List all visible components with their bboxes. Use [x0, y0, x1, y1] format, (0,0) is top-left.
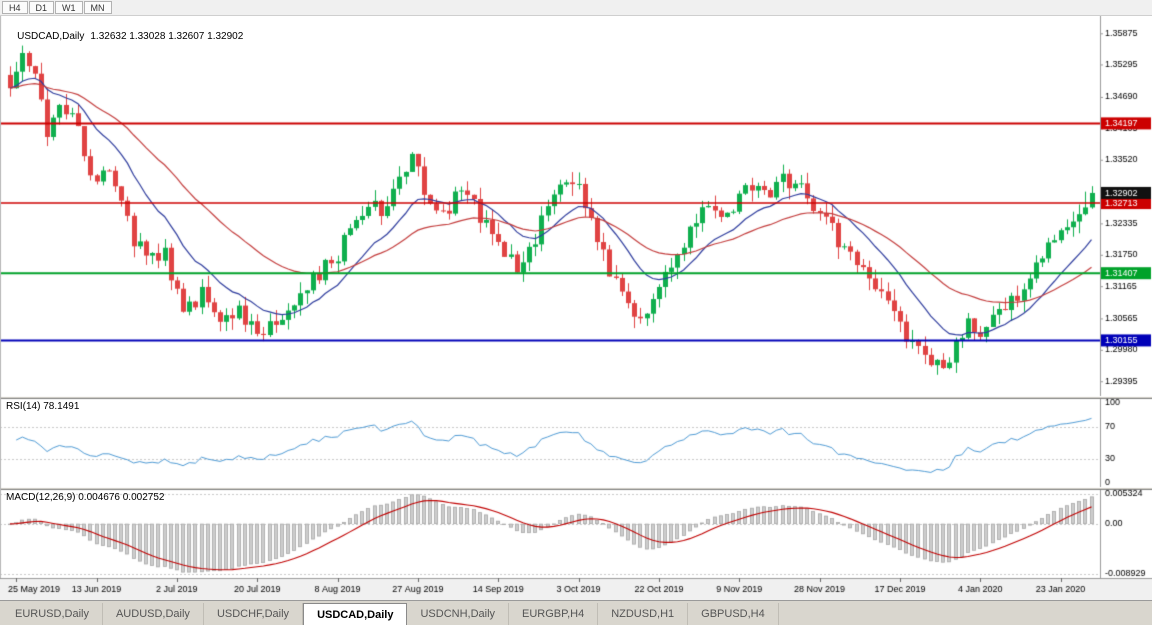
timeframe-button-d1[interactable]: D1 [28, 1, 55, 14]
tab-eurusd-daily[interactable]: EURUSD,Daily [2, 603, 103, 625]
timeframe-button-mn[interactable]: MN [83, 1, 112, 14]
timeframe-toolbar: H4 D1 W1 MN [0, 0, 1152, 16]
tab-usdchf-daily[interactable]: USDCHF,Daily [203, 603, 304, 625]
timeframe-button-h4[interactable]: H4 [2, 1, 28, 14]
tab-gbpusd-h4[interactable]: GBPUSD,H4 [688, 603, 779, 625]
chart-window: USDCAD,Daily 1.32632 1.33028 1.32607 1.32… [0, 16, 1152, 600]
tab-audusd-daily[interactable]: AUDUSD,Daily [102, 603, 204, 625]
tab-usdcnh-daily[interactable]: USDCNH,Daily [407, 603, 510, 625]
tab-eurgbp-h4[interactable]: EURGBP,H4 [509, 603, 599, 625]
tab-usdcad-daily[interactable]: USDCAD,Daily [303, 603, 408, 625]
chart-canvas[interactable] [0, 16, 1152, 600]
tab-nzdusd-h1[interactable]: NZDUSD,H1 [598, 603, 689, 625]
chart-tabs-bar: EURUSD,Daily AUDUSD,Daily USDCHF,Daily USDC… [0, 600, 1152, 625]
timeframe-button-w1[interactable]: W1 [55, 1, 83, 14]
